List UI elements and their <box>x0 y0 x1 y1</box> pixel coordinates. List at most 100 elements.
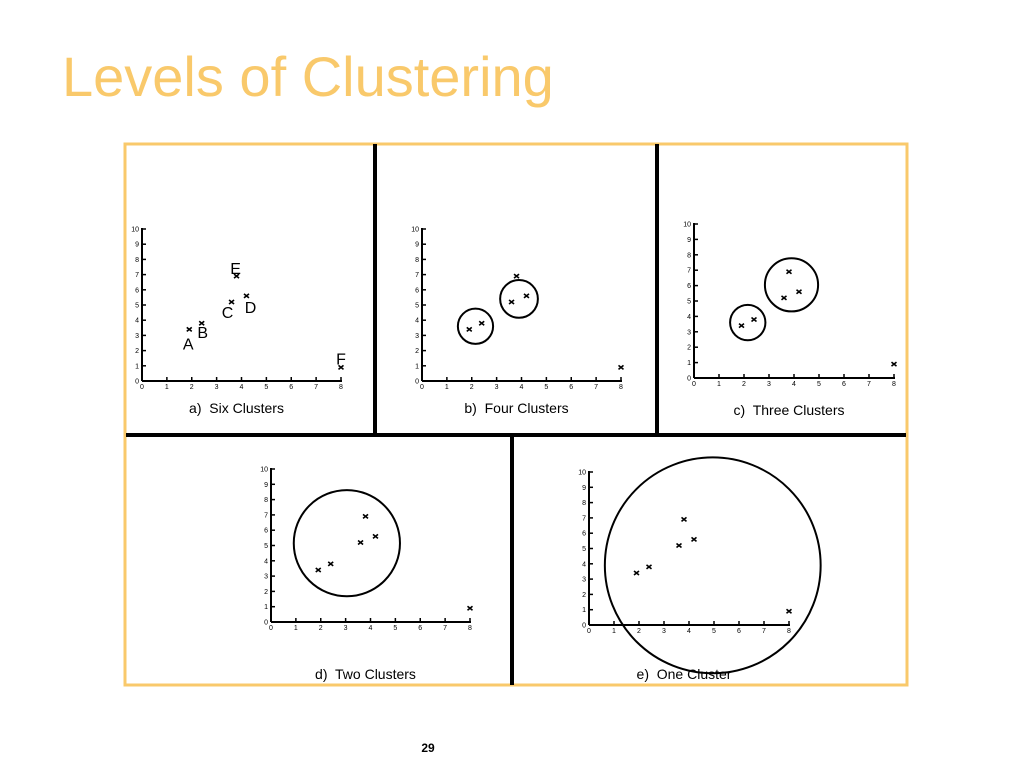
x-tick-label: 2 <box>319 625 323 632</box>
x-tick-label: 5 <box>264 384 268 391</box>
point <box>508 299 515 305</box>
y-tick-label: 7 <box>135 272 139 279</box>
y-tick-label: 2 <box>135 348 139 355</box>
x-tick-label: 6 <box>842 381 846 388</box>
x-tick-label: 4 <box>520 384 524 391</box>
point <box>646 564 652 570</box>
x-tick-label: 0 <box>140 384 144 391</box>
y-tick-label: 1 <box>264 604 268 611</box>
y-tick-label: 5 <box>264 543 268 550</box>
y-tick-label: 8 <box>687 252 691 259</box>
panel-caption: c) Three Clusters <box>734 402 845 418</box>
y-tick-label: 6 <box>687 283 691 290</box>
y-tick-label: 8 <box>135 257 139 264</box>
x-tick-label: 1 <box>294 625 298 632</box>
point <box>372 533 379 539</box>
x-tick-label: 5 <box>817 381 821 388</box>
y-tick-label: 9 <box>415 242 419 249</box>
point-label: B <box>197 325 208 342</box>
cluster-circle <box>729 303 767 342</box>
panel-caption: e) One Cluster <box>637 666 732 682</box>
y-tick-label: 1 <box>415 363 419 370</box>
y-tick-label: 1 <box>135 363 139 370</box>
point <box>786 269 792 275</box>
y-tick-label: 3 <box>582 577 586 584</box>
y-tick-label: 3 <box>687 329 691 336</box>
point <box>198 320 205 326</box>
y-tick-label: 8 <box>415 257 419 264</box>
point <box>327 561 334 567</box>
x-tick-label: 0 <box>269 625 273 632</box>
x-tick-label: 5 <box>393 625 397 632</box>
panel-caption: b) Four Clusters <box>464 400 568 416</box>
cluster-circle <box>499 279 539 319</box>
point <box>781 295 787 301</box>
x-tick-label: 3 <box>662 628 666 635</box>
y-tick-label: 4 <box>264 558 268 565</box>
y-tick-label: 10 <box>411 227 419 234</box>
x-tick-label: 2 <box>637 628 641 635</box>
y-tick-label: 6 <box>135 287 139 294</box>
x-tick-label: 1 <box>165 384 169 391</box>
point <box>357 539 364 546</box>
y-tick-label: 2 <box>582 592 586 599</box>
y-tick-label: 8 <box>582 500 586 507</box>
point-label: E <box>230 261 241 278</box>
x-tick-label: 7 <box>762 628 766 635</box>
x-tick-label: 3 <box>495 384 499 391</box>
panel-caption: d) Two Clusters <box>315 666 416 682</box>
x-tick-label: 2 <box>742 381 746 388</box>
point <box>691 536 697 542</box>
point <box>186 326 193 332</box>
x-tick-label: 5 <box>544 384 548 391</box>
x-tick-label: 4 <box>240 384 244 391</box>
x-tick-label: 2 <box>190 384 194 391</box>
y-tick-label: 0 <box>135 379 139 386</box>
x-tick-label: 0 <box>420 384 424 391</box>
x-tick-label: 5 <box>712 628 716 635</box>
point <box>633 570 640 576</box>
y-tick-label: 2 <box>687 345 691 352</box>
point <box>738 323 745 329</box>
point <box>681 516 687 523</box>
x-tick-label: 8 <box>892 381 896 388</box>
y-tick-label: 9 <box>264 482 268 489</box>
y-tick-label: 4 <box>582 561 586 568</box>
y-tick-label: 10 <box>683 222 691 229</box>
x-tick-label: 7 <box>594 384 598 391</box>
point-label: D <box>245 300 257 317</box>
x-tick-label: 6 <box>418 625 422 632</box>
point <box>467 605 473 611</box>
cluster-circle <box>292 489 401 598</box>
y-tick-label: 5 <box>582 546 586 553</box>
panel-caption: a) Six Clusters <box>189 400 284 416</box>
y-tick-label: 10 <box>131 227 139 234</box>
y-tick-label: 9 <box>582 485 586 492</box>
x-tick-label: 8 <box>619 384 623 391</box>
y-tick-label: 2 <box>415 348 419 355</box>
point <box>891 361 897 367</box>
y-tick-label: 6 <box>264 528 268 535</box>
point <box>233 273 240 279</box>
y-tick-label: 5 <box>135 303 139 310</box>
y-tick-label: 3 <box>264 574 268 581</box>
x-tick-label: 7 <box>314 384 318 391</box>
point <box>228 299 235 305</box>
x-tick-label: 4 <box>687 628 691 635</box>
y-tick-label: 4 <box>415 318 419 325</box>
y-tick-label: 2 <box>264 589 268 596</box>
y-tick-label: 0 <box>582 623 586 630</box>
point <box>513 273 520 279</box>
x-tick-label: 7 <box>443 625 447 632</box>
x-tick-label: 3 <box>767 381 771 388</box>
point <box>618 364 624 370</box>
y-tick-label: 9 <box>687 237 691 244</box>
point <box>362 513 369 520</box>
slide-title: Levels of Clustering <box>62 45 554 108</box>
point-label: C <box>222 305 234 322</box>
x-tick-label: 7 <box>867 381 871 388</box>
y-tick-label: 5 <box>415 303 419 310</box>
y-tick-label: 0 <box>687 376 691 383</box>
y-tick-label: 8 <box>264 497 268 504</box>
point <box>786 608 792 614</box>
